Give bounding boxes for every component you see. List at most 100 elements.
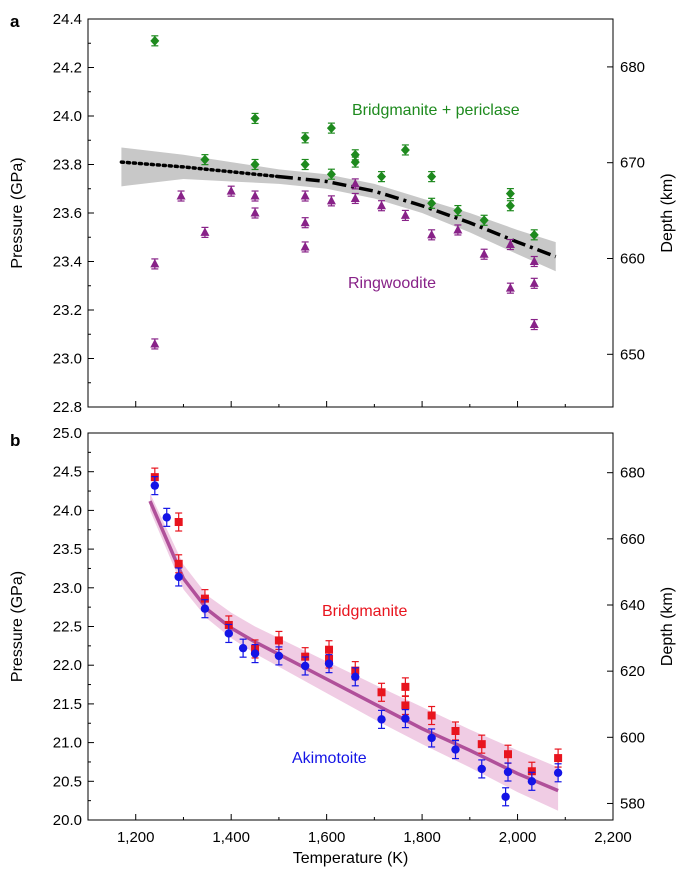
panel-a-y2-axis-title: Depth (km) — [659, 173, 676, 252]
panel-a-y-tick-label: 24.4 — [53, 11, 82, 28]
panel-b-point-circle — [451, 745, 460, 754]
panel-a-point-diamond — [427, 198, 437, 209]
panel-a-y-tick-label: 23.2 — [53, 302, 82, 319]
panel-b-y2-tick-label: 580 — [620, 795, 645, 812]
panel-a-y2-tick-label: 670 — [620, 155, 645, 172]
panel-a-y2-tick-label: 650 — [620, 346, 645, 363]
panel-b-point-circle — [377, 715, 386, 724]
panel-b-y-tick-label: 24.0 — [53, 502, 82, 519]
panel-b-point-circle — [553, 768, 563, 777]
panel-b-y2-tick-label: 680 — [620, 465, 645, 482]
panel-b-point-circle — [224, 629, 233, 638]
panel-b-y-tick-label: 22.0 — [53, 657, 82, 674]
panel-b-point-square — [504, 750, 512, 759]
panel-b-y-tick-label: 21.0 — [53, 735, 82, 752]
panel-b-x-tick-label: 2,000 — [499, 829, 537, 846]
panel-a-point-diamond — [150, 35, 160, 46]
panel-a-point-triangle — [150, 258, 160, 268]
panel-a-label-ringwoodite: Ringwoodite — [348, 275, 436, 292]
panel-b-point-square — [377, 688, 386, 697]
panel-b-y-ticks: 20.0 20.5 21.0 21.5 22.0 22.5 23.0 23.5 24.0 24.5… — [53, 425, 94, 829]
panel-a-point-diamond — [300, 132, 310, 143]
panel-b-point-circle — [351, 672, 360, 682]
panel-b-letter: b — [10, 431, 20, 450]
panel-a-point-triangle — [479, 249, 489, 258]
panel-a-label-bridgmanite-periclase: Bridgmanite + periclase — [352, 102, 520, 119]
panel-b-point-circle — [300, 661, 310, 671]
panel-a-point-diamond — [427, 171, 437, 182]
panel-a-point-diamond — [400, 144, 410, 155]
panel-b-y-tick-label: 20.5 — [53, 773, 82, 790]
panel-a-y-tick-label: 23.6 — [53, 205, 82, 222]
panel-b-y2-tick-label: 660 — [620, 531, 645, 548]
panel-a-fit-band-area — [121, 147, 556, 272]
panel-a-y-tick-label: 22.8 — [53, 399, 82, 416]
panel-a-point-triangle — [200, 227, 210, 236]
panel-a-y-tick-label: 23.4 — [53, 254, 82, 271]
panel-a-point-triangle — [300, 191, 310, 200]
panel-b-point-circle — [174, 572, 183, 582]
panel-a-point-triangle — [176, 191, 186, 200]
panel-b-point-circle — [238, 643, 248, 653]
panel-b-y2-tick-label: 620 — [620, 663, 645, 680]
panel-a-point-triangle — [529, 278, 539, 287]
panel-b-point-circle — [150, 481, 160, 490]
panel-b-x-ticks: 1,200 1,400 1,600 1,800 2,000 2,200 — [87, 814, 632, 846]
panel-b-point-square — [274, 636, 283, 645]
panel-b-point-square — [451, 726, 460, 735]
panel-b-point-circle — [503, 767, 513, 777]
panel-b-point-square — [200, 594, 209, 603]
panel-b-point-square — [174, 559, 183, 568]
panel-a-point-diamond — [300, 159, 310, 170]
panel-a-fit-band — [121, 147, 556, 272]
panel-b-point-circle — [501, 792, 510, 801]
panel-b-x-tick-label: 1,600 — [308, 829, 346, 846]
panel-a-point-triangle — [377, 200, 387, 210]
panel-a-y-tick-label: 24.0 — [53, 108, 82, 125]
panel-a-point-diamond — [250, 159, 260, 170]
panel-a-letter: a — [10, 12, 20, 31]
panel-a-point-diamond — [250, 113, 260, 124]
panel-a-y-ticks: 22.8 23.0 23.2 23.4 23.6 23.8 24.0 24.2 24.4 — [53, 11, 94, 416]
panel-b-y2-tick-label: 600 — [620, 729, 645, 746]
panel-b-label-akimotoite: Akimotoite — [292, 750, 367, 767]
panel-a-point-diamond — [326, 123, 336, 134]
panel-a-y-axis-title: Pressure (GPa) — [9, 157, 26, 268]
panel-a-point-diamond — [479, 215, 489, 226]
panel-b-label-bridgmanite: Bridgmanite — [322, 603, 407, 620]
panel-a-point-diamond — [529, 229, 539, 240]
panel-b-y2-axis-title: Depth (km) — [659, 587, 676, 666]
panel-b: b 20.0 20.5 21.0 21.5 22.0 22.5 23.0 23.5 24.0 24… — [9, 425, 676, 867]
panel-a-point-triangle — [529, 319, 539, 329]
panel-a-point-diamond — [505, 200, 515, 211]
panel-b-point-square — [477, 740, 486, 749]
panel-b-point-square — [527, 767, 536, 776]
panel-a-point-diamond — [200, 154, 210, 165]
panel-b-point-circle — [274, 651, 284, 661]
panel-a-point-triangle — [250, 208, 260, 217]
panel-b-point-square — [427, 711, 436, 720]
panel-b-y-tick-label: 24.5 — [53, 464, 82, 481]
panel-b-y-tick-label: 23.0 — [53, 580, 82, 597]
panel-a: a 22.8 23.0 23.2 23.4 23.6 23.8 24.0 24.2 24.4 6… — [9, 11, 676, 416]
panel-b-x-tick-label: 1,800 — [403, 829, 441, 846]
panel-a-x-ticks — [87, 401, 614, 407]
panel-b-y-axis-title: Pressure (GPa) — [9, 571, 26, 682]
panel-a-point-triangle — [300, 217, 310, 227]
panel-b-y-tick-label: 22.5 — [53, 619, 82, 636]
panel-a-point-diamond — [453, 205, 463, 216]
panel-a-y-tick-label: 23.0 — [53, 351, 82, 368]
panel-a-y-tick-label: 24.2 — [53, 60, 82, 77]
panel-a-point-diamond — [505, 188, 515, 199]
panel-a-y-tick-label: 23.8 — [53, 157, 82, 174]
panel-b-point-square — [554, 754, 563, 763]
panel-a-point-triangle — [505, 239, 515, 249]
panel-a-fit-line-dotted — [119, 160, 281, 179]
panel-b-point-square — [401, 701, 410, 710]
panel-a-fit-line — [119, 160, 557, 259]
panel-b-point-circle — [250, 649, 260, 658]
panel-a-points — [150, 35, 539, 350]
panel-b-point-circle — [401, 714, 410, 723]
panel-a-point-diamond — [326, 169, 336, 180]
